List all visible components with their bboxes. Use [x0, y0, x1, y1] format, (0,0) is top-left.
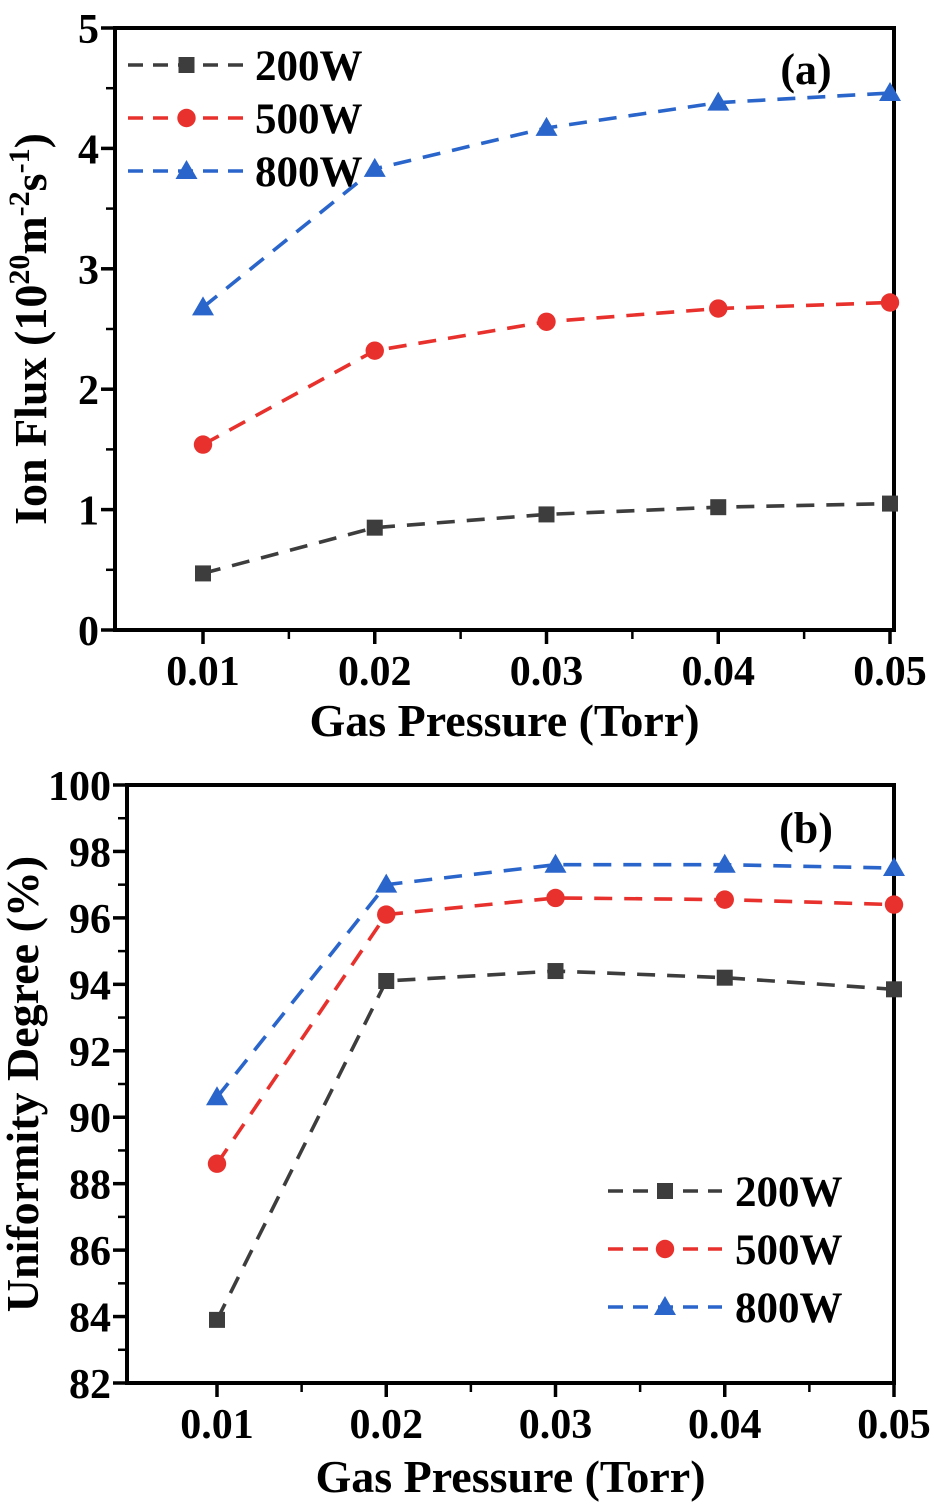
x-tick-label: 0.04	[682, 649, 756, 695]
legend-label: 800W	[255, 149, 363, 196]
x-tick-label: 0.04	[688, 1402, 762, 1448]
200w-data-point	[547, 963, 564, 980]
y-tick-label: 1	[78, 489, 99, 535]
200w-data-point	[882, 495, 898, 512]
500w-data-point	[537, 312, 556, 331]
500w-data-point	[709, 299, 728, 318]
200w-data-point	[710, 499, 727, 516]
500w-series-line	[215, 896, 895, 1165]
panel-b: 0.01 0.02 0.03 0.04 0.05 82 84 86 88 90 92 94 96 98 10…	[0, 764, 931, 1502]
800w-data-point	[883, 857, 905, 877]
800w-data-point	[544, 853, 567, 873]
800w-data-point	[879, 82, 901, 102]
x-tick-label: 0.02	[338, 649, 412, 695]
y-tick-label: 0	[78, 609, 99, 655]
x-tick-label: 0.01	[166, 649, 240, 695]
panel-tag: (a)	[780, 45, 831, 94]
500w-data-point	[884, 895, 904, 914]
y-tick-label: 82	[69, 1362, 111, 1408]
500w-data-point	[715, 890, 734, 909]
y-tick-label: 88	[69, 1163, 111, 1209]
500w-data-point	[377, 905, 396, 924]
y-axis-title: Uniformity Degree (%)	[0, 856, 48, 1312]
legend-item-200w: 200W	[608, 1169, 843, 1216]
legend-item-500w: 500W	[128, 96, 363, 143]
y-tick-label: 5	[78, 7, 99, 53]
500w-data-point	[207, 1154, 227, 1173]
500w-data-point	[365, 341, 384, 360]
800w-data-point	[363, 157, 386, 177]
y-axis-title: Ion Flux (1020m-2s-1)	[3, 133, 56, 525]
200w-data-point	[366, 519, 383, 536]
800w-data-point	[535, 116, 558, 136]
y-tick-label: 96	[69, 897, 111, 943]
legend-label: 500W	[735, 1227, 843, 1274]
legend-marker	[178, 57, 195, 73]
x-axis-title: Gas Pressure (Torr)	[309, 695, 699, 746]
200w-data-point	[538, 506, 555, 523]
y-tick-label: 94	[69, 963, 111, 1009]
800w-series-line	[215, 862, 895, 1099]
x-tick-label: 0.03	[519, 1402, 593, 1448]
x-tick-label: 0.03	[510, 649, 584, 695]
panel-tag: (b)	[779, 804, 833, 853]
x-tick-label: 0.05	[853, 649, 927, 695]
200w-data-point	[209, 1311, 225, 1328]
y-tick-label: 98	[69, 830, 111, 876]
200w-data-point	[378, 973, 395, 990]
500w-data-point	[546, 888, 565, 908]
legend-marker	[175, 160, 198, 179]
legend-item-500w: 500W	[608, 1227, 843, 1274]
800w-data-point	[375, 873, 398, 893]
legend-label: 500W	[255, 96, 363, 143]
y-tick-label: 100	[48, 764, 111, 810]
x-axis-title: Gas Pressure (Torr)	[315, 1451, 705, 1502]
y-tick-label: 2	[78, 368, 99, 414]
legend-label: 200W	[735, 1169, 843, 1216]
x-tick-label: 0.02	[350, 1402, 424, 1448]
legend-item-200w: 200W	[128, 43, 363, 90]
y-tick-label: 3	[78, 248, 99, 294]
200w-data-point	[716, 969, 733, 986]
500w-data-point	[880, 293, 900, 312]
y-tick-label: 90	[69, 1096, 111, 1142]
legend: 200W 500W 800W	[128, 43, 363, 196]
y-tick-label: 84	[69, 1296, 111, 1342]
legend: 200W 500W 800W	[608, 1169, 843, 1332]
y-tick-label: 92	[69, 1030, 111, 1076]
800w-data-point	[707, 91, 730, 111]
x-tick-label: 0.05	[857, 1402, 931, 1448]
legend-marker	[654, 1296, 676, 1315]
legend-marker	[655, 1239, 675, 1259]
800w-data-point	[713, 853, 736, 873]
panel-a: 0.01 0.02 0.03 0.04 0.05 0 1 2 3 4 5 200W 500W 800W (a…	[3, 7, 927, 746]
x-tick-label: 0.01	[180, 1402, 254, 1448]
legend-item-800w: 800W	[128, 149, 363, 196]
legend-marker	[177, 108, 196, 128]
legend-marker	[657, 1183, 673, 1199]
legend-label: 800W	[735, 1285, 843, 1332]
legend-item-800w: 800W	[608, 1285, 843, 1332]
200w-data-point	[195, 565, 211, 582]
800w-data-point	[192, 296, 214, 316]
200w-series-line	[202, 501, 891, 576]
legend-label: 200W	[255, 43, 363, 90]
200w-data-point	[886, 981, 902, 998]
y-tick-label: 86	[69, 1229, 111, 1275]
800w-data-point	[206, 1086, 228, 1106]
500w-data-point	[193, 435, 213, 454]
y-tick-label: 4	[78, 127, 99, 173]
